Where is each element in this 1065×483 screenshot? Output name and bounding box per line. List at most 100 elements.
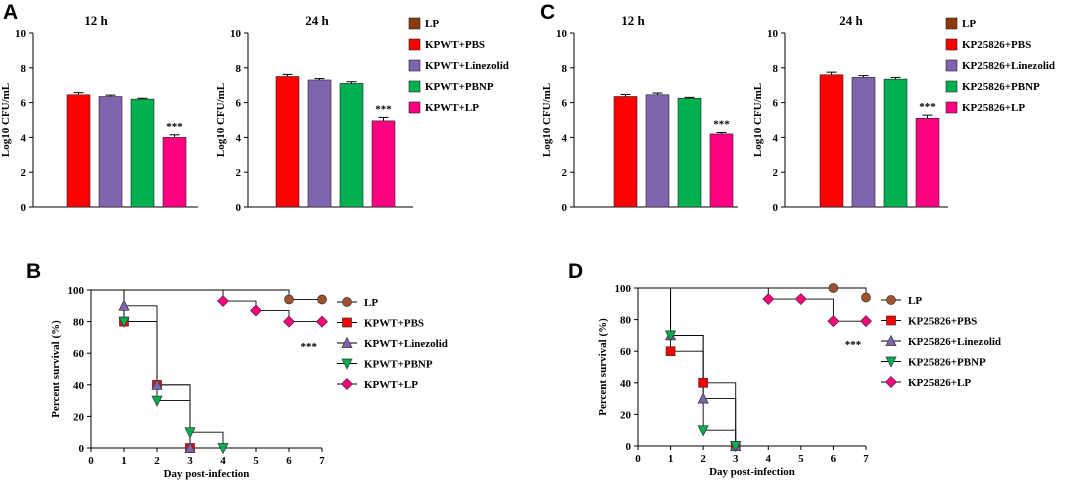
y-tick-label: 100: [68, 285, 85, 297]
y-tick-label: 10: [767, 28, 779, 40]
legend-marker: [342, 297, 352, 307]
legend-label: KP25826+Linezolid: [908, 336, 1001, 348]
survival-marker: [827, 315, 840, 328]
y-tick-label: 8: [562, 63, 568, 75]
x-tick-label: 4: [220, 455, 226, 467]
survival-marker: [317, 294, 327, 305]
panel-letter-c: C: [540, 1, 555, 24]
bar-chart-c-24h: 0 2 4 6 8 10 Log10 CFU/mL 24 h ***: [752, 13, 948, 214]
y-tick-label: 2: [773, 167, 779, 179]
legend-label: KP25826+LP: [962, 102, 1025, 114]
survival-marker: [665, 346, 676, 357]
legend-label: KP25826+Linezolid: [962, 60, 1055, 72]
x-tick-label: 0: [635, 453, 641, 465]
bar: [851, 77, 876, 208]
survival-marker: [217, 443, 229, 455]
survival-marker: [762, 293, 775, 306]
significance-label: ***: [301, 341, 318, 353]
y-tick-label: 80: [73, 317, 85, 329]
bar: [307, 79, 332, 208]
legend-swatch: [408, 38, 421, 51]
chart-title: 24 h: [839, 13, 863, 28]
y-tick-label: 0: [562, 202, 568, 214]
legend-swatch: [408, 17, 421, 30]
y-tick-label: 20: [620, 409, 632, 421]
legend-label: KP25826+LP: [908, 377, 971, 389]
panel-letter-d: D: [568, 260, 583, 283]
y-axis-title: Percent survival (%): [597, 318, 609, 416]
legend-swatch: [408, 101, 421, 114]
bar: [162, 137, 187, 208]
x-tick-label: 0: [88, 455, 94, 467]
survival-line: [638, 287, 737, 446]
survival-marker: [184, 441, 196, 453]
survival-line: [91, 289, 191, 448]
legend-marker: [342, 317, 352, 328]
survival-marker: [316, 315, 328, 328]
survival-marker: [151, 395, 163, 407]
survival-line: [638, 287, 737, 446]
bar: [275, 76, 300, 208]
significance-label: ***: [845, 339, 862, 351]
significance-label: ***: [919, 101, 936, 113]
legend-marker: [886, 295, 896, 305]
x-tick-label: 1: [121, 455, 127, 467]
survival-marker: [828, 283, 839, 293]
bar-chart-c-12h: 0 2 4 6 8 10 Log10 CFU/mL 12 h ***: [541, 13, 738, 214]
survival-marker: [217, 295, 229, 308]
x-tick-label: 7: [319, 455, 325, 467]
legend-label: KPWT+LP: [425, 102, 479, 114]
survival-marker: [665, 330, 677, 342]
survival-marker: [730, 441, 742, 453]
bar: [819, 74, 844, 208]
legend-label: LP: [962, 18, 976, 30]
legend-label: KPWT+Linezolid: [364, 338, 448, 350]
legend-label: KP25826+PBNP: [908, 357, 986, 369]
legend-label: KPWT+PBNP: [364, 359, 433, 371]
bar: [130, 98, 155, 208]
y-tick-label: 4: [773, 132, 779, 144]
significance-label: ***: [166, 121, 183, 133]
y-tick-label: 6: [236, 98, 242, 110]
survival-marker: [283, 315, 295, 328]
y-axis-title: Log10 CFU/mL: [0, 83, 12, 157]
legend-label: LP: [908, 295, 922, 307]
y-tick-label: 0: [21, 202, 27, 214]
x-axis-title: Day post-infection: [164, 468, 250, 480]
survival-line: [638, 287, 737, 446]
survival-line: [638, 287, 866, 322]
legend-label: LP: [364, 297, 378, 309]
bar-chart-a-12h: 0 2 4 6 8 10 Log10 CFU/mL 12 h ***: [0, 13, 198, 214]
survival-marker: [794, 293, 807, 306]
bar: [66, 94, 91, 208]
y-tick-label: 80: [620, 315, 632, 327]
bar: [645, 94, 670, 208]
x-tick-label: 2: [700, 453, 706, 465]
survival-marker: [698, 377, 708, 388]
bar: [883, 78, 908, 208]
x-tick-label: 5: [253, 455, 259, 467]
survival-chart-d: 0 20 40 60 80 100 0 1 2 3 4 5 6 7 Day post-infection Pe…: [597, 283, 1001, 478]
y-tick-label: 0: [79, 443, 85, 455]
x-tick-label: 3: [733, 453, 739, 465]
legend-label: KP25826+PBS: [962, 39, 1031, 51]
bar: [709, 133, 734, 208]
legend-marker: [341, 336, 353, 348]
chart-title: 12 h: [621, 13, 645, 28]
survival-marker: [118, 316, 130, 328]
survival-marker: [184, 427, 196, 439]
x-tick-label: 4: [766, 453, 772, 465]
legend-marker: [885, 356, 897, 368]
y-tick-label: 10: [230, 28, 242, 40]
y-tick-label: 8: [236, 63, 242, 75]
legend-marker: [886, 315, 896, 326]
legend-label: KPWT+PBS: [425, 39, 485, 51]
y-axis-title: Log10 CFU/mL: [541, 83, 553, 157]
significance-label: ***: [713, 119, 730, 131]
legend-label: KPWT+Linezolid: [425, 60, 509, 72]
x-tick-label: 6: [286, 455, 292, 467]
legend-c: LP KP25826+PBS KP25826+Linezolid KP25826+PB…: [945, 17, 1055, 114]
legend-marker: [885, 376, 897, 388]
y-tick-label: 2: [236, 167, 242, 179]
